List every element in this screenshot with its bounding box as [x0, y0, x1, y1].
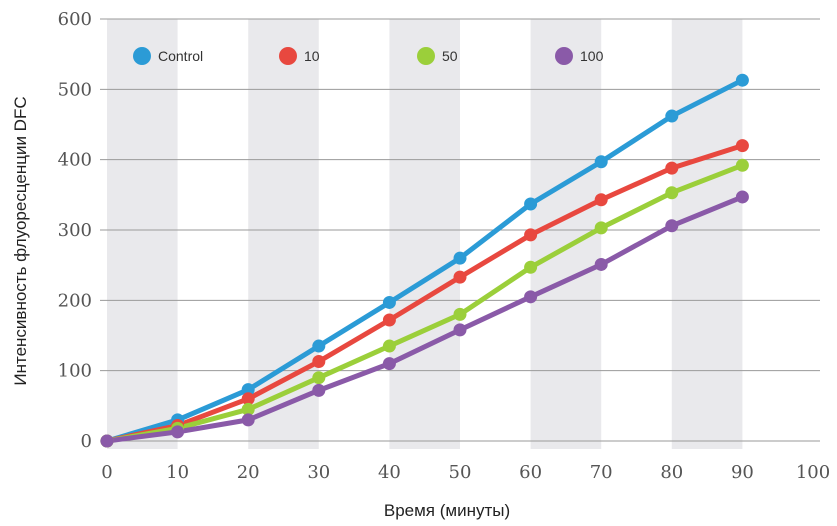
data-point-50 — [735, 158, 749, 172]
legend-label-10: 10 — [304, 48, 320, 64]
data-point-control — [594, 155, 608, 169]
series-line-control — [104, 77, 745, 444]
background-band — [248, 19, 319, 449]
y-tick-label: 400 — [58, 150, 92, 171]
series-points — [100, 73, 749, 448]
data-point-control — [312, 339, 326, 353]
series-line-50 — [104, 162, 745, 444]
data-point-100 — [665, 219, 679, 233]
x-tick-label: 100 — [796, 462, 830, 483]
y-tick-label: 0 — [81, 431, 92, 452]
data-point-100 — [382, 357, 396, 371]
legend-label-100: 100 — [580, 48, 604, 64]
data-point-10 — [382, 313, 396, 327]
x-tick-label: 90 — [731, 462, 754, 483]
y-axis-label: Интенсивность флуоресценции DFC — [11, 96, 30, 385]
data-point-control — [735, 73, 749, 87]
data-point-10 — [524, 228, 538, 242]
background-band — [389, 19, 460, 449]
data-point-10 — [241, 392, 255, 406]
y-tick-label: 600 — [58, 9, 92, 30]
data-point-10 — [735, 139, 749, 153]
y-tick-label: 100 — [58, 361, 92, 382]
data-point-control — [241, 383, 255, 397]
data-point-control — [665, 109, 679, 123]
x-tick-label: 70 — [590, 462, 613, 483]
legend-marker-50 — [417, 47, 435, 65]
data-point-control — [453, 251, 467, 265]
data-point-10 — [312, 355, 326, 369]
series-line-100 — [104, 194, 745, 444]
x-axis-label: Время (минуты) — [384, 501, 510, 520]
legend-label-control: Control — [158, 48, 203, 64]
data-point-100 — [171, 425, 185, 439]
data-point-10 — [594, 193, 608, 207]
data-point-100 — [735, 190, 749, 204]
legend-marker-control — [133, 47, 151, 65]
background-band — [671, 19, 743, 449]
y-axis-ticks: 0 100 200 300 400 500 600 — [58, 9, 92, 452]
series-lines — [104, 77, 745, 444]
background-band — [107, 19, 178, 449]
data-point-100 — [453, 323, 467, 337]
legend-label-50: 50 — [442, 48, 458, 64]
x-tick-label: 20 — [237, 462, 260, 483]
data-point-10 — [453, 270, 467, 284]
background-bands — [107, 19, 743, 449]
legend: Control 10 50 100 — [133, 47, 604, 65]
data-point-50 — [453, 307, 467, 321]
x-axis-ticks: 0 10 20 30 40 50 60 70 80 90 100 — [101, 462, 830, 483]
y-tick-label: 200 — [58, 290, 92, 311]
data-point-10 — [665, 161, 679, 175]
data-point-100 — [312, 383, 326, 397]
y-tick-label: 300 — [58, 220, 92, 241]
data-point-50 — [665, 186, 679, 200]
x-tick-label: 50 — [449, 462, 472, 483]
data-point-50 — [382, 339, 396, 353]
data-point-50 — [312, 371, 326, 385]
x-tick-label: 0 — [101, 462, 112, 483]
data-point-control — [524, 197, 538, 211]
x-tick-label: 40 — [378, 462, 401, 483]
data-point-100 — [100, 434, 114, 448]
x-tick-label: 10 — [166, 462, 189, 483]
x-tick-label: 80 — [660, 462, 683, 483]
data-point-50 — [524, 260, 538, 274]
data-point-100 — [594, 257, 608, 271]
data-point-50 — [241, 402, 255, 416]
data-point-100 — [241, 413, 255, 427]
y-tick-label: 500 — [58, 79, 92, 100]
data-point-100 — [524, 290, 538, 304]
x-tick-label: 60 — [519, 462, 542, 483]
legend-marker-10 — [279, 47, 297, 65]
data-point-50 — [594, 221, 608, 235]
legend-marker-100 — [555, 47, 573, 65]
x-tick-label: 30 — [307, 462, 330, 483]
series-line-10 — [104, 143, 745, 444]
data-point-control — [382, 295, 396, 309]
